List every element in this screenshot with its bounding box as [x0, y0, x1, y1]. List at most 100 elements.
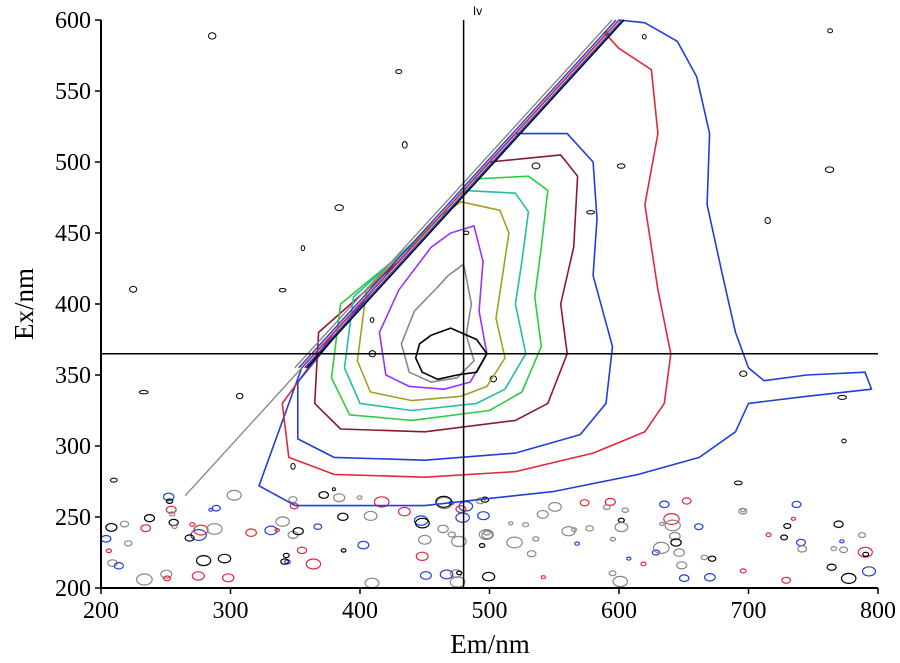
y-tick-label: 600 [55, 8, 91, 34]
plot-frame [100, 20, 878, 589]
noise-contour [191, 571, 205, 581]
noise-contour [337, 512, 349, 522]
noise-contour [280, 558, 290, 565]
scatter-line [301, 19, 620, 369]
noise-contour [195, 554, 212, 567]
noise-contour [531, 162, 541, 170]
noise-contour [129, 285, 138, 293]
noise-contour [652, 541, 670, 555]
noise-contour [833, 520, 844, 529]
noise-contour [449, 576, 466, 588]
noise-contour [574, 541, 580, 546]
noise-contour [795, 538, 807, 547]
noise-contour [522, 522, 530, 528]
x-tick-label: 400 [342, 598, 378, 624]
noise-contour [668, 531, 681, 541]
noise-contour [415, 551, 429, 562]
noise-contour [780, 534, 789, 541]
noise-contour [670, 538, 682, 547]
noise-contour [475, 497, 486, 505]
noise-contour [481, 571, 496, 582]
noise-contour [608, 570, 617, 577]
noise-contour [397, 506, 411, 517]
noise-contour [586, 210, 596, 215]
noise-contour [373, 496, 390, 508]
noise-contour [765, 532, 772, 538]
noise-contour [419, 571, 432, 580]
noise-contour [119, 520, 130, 528]
scatter-line [306, 19, 625, 369]
noise-contour [602, 504, 611, 511]
noise-contour [363, 510, 378, 522]
noise-contour [673, 548, 686, 557]
noise-contour [641, 34, 647, 40]
x-axis-title: Em/nm [450, 629, 530, 659]
scatter-line [298, 19, 617, 369]
noise-contour [439, 569, 454, 580]
noise-contour [208, 32, 217, 40]
noise-contour [189, 522, 196, 527]
noise-contour [797, 545, 808, 553]
noise-contour [781, 576, 792, 584]
noise-contour [334, 204, 344, 212]
axis-ticks: 200 300 400 500 600 700 800 200 250 300 350 400 450 5… [55, 8, 896, 624]
y-tick-label: 450 [55, 221, 91, 247]
noise-contour [290, 463, 296, 470]
noise-contour [481, 530, 494, 540]
noise-contour [617, 517, 625, 524]
contour-level [313, 154, 579, 433]
noise-contour [839, 539, 845, 544]
noise-contour [477, 511, 490, 521]
x-tick-label: 200 [83, 598, 119, 624]
noise-contour [275, 516, 290, 527]
noise-contour [296, 546, 308, 555]
noise-contour [451, 535, 467, 548]
noise-contour [614, 522, 629, 533]
noise-contour [437, 524, 449, 534]
rayleigh-scatter-band [184, 19, 625, 497]
noise-contour [211, 504, 221, 512]
noise-contour [526, 550, 537, 558]
noise-contour [825, 166, 835, 173]
noise-contour [532, 536, 540, 542]
noise-contour [482, 529, 491, 536]
noise-contour [585, 525, 594, 532]
noise-contour [160, 569, 173, 579]
noise-contour [135, 573, 153, 586]
noise-contour [609, 536, 617, 542]
y-tick-label: 250 [55, 505, 91, 531]
x-tick-label: 800 [860, 598, 896, 624]
crosshair: Iv [101, 4, 878, 588]
noise-contour [791, 500, 802, 509]
noise-contour [659, 500, 670, 509]
noise-contour [184, 534, 195, 542]
noise-contour [105, 522, 118, 532]
noise-contour [165, 505, 177, 514]
noise-contour [838, 546, 849, 554]
noise-contour [764, 216, 771, 225]
noise-contour [140, 524, 152, 533]
y-tick-label: 550 [55, 79, 91, 105]
noise-contour [783, 522, 792, 529]
y-tick-label: 300 [55, 434, 91, 460]
y-tick-label: 350 [55, 363, 91, 389]
noise-contour [417, 534, 432, 545]
noise-contour [857, 546, 873, 558]
y-tick-label: 500 [55, 150, 91, 176]
noise-contour [300, 245, 306, 252]
noise-contour [274, 527, 281, 533]
noise-contour [663, 512, 680, 525]
crosshair-label: Iv [473, 4, 482, 18]
noise-contour [226, 489, 242, 501]
noise-contour [455, 512, 470, 523]
noise-contour [171, 524, 178, 530]
noise-contour [621, 507, 630, 514]
noise-contour [113, 561, 125, 570]
noise-contour [331, 487, 336, 492]
y-tick-label: 200 [55, 576, 91, 602]
noise-contour [305, 558, 322, 570]
noise-contour [694, 523, 704, 531]
noise-contour [734, 480, 743, 486]
noise-contour [616, 163, 626, 169]
